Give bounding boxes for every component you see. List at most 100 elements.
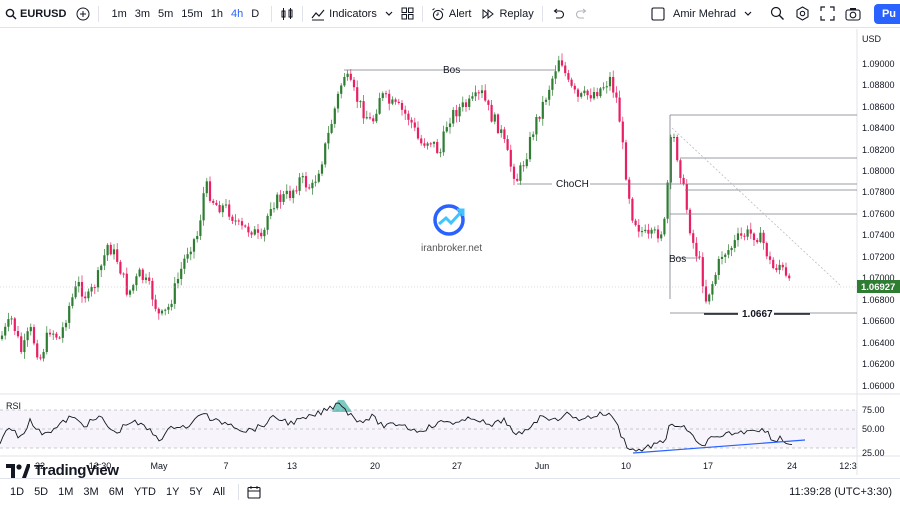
candle-body (503, 129, 506, 140)
candle-body (519, 165, 522, 181)
candle-body (327, 132, 330, 144)
chart-area[interactable]: USD 1.09000 1.08800 1.08600 1.08400 1.08200 1… (0, 29, 900, 479)
candle-body (592, 92, 596, 99)
candle-body (778, 264, 781, 270)
snapshot-button[interactable] (840, 0, 866, 28)
candle-body (756, 240, 759, 243)
timeframe-4h[interactable]: 4h (230, 7, 244, 20)
candle-body (426, 143, 429, 146)
tradingview-logo[interactable]: TradingView (6, 462, 119, 479)
time-tick: 13 (287, 461, 297, 471)
replay-button[interactable]: Replay (476, 0, 538, 28)
candle-body (90, 287, 93, 292)
price-axis[interactable]: 1.09000 1.08800 1.08600 1.08400 1.08200 1.080… (862, 59, 895, 391)
candle-body (752, 233, 756, 241)
candle-body (122, 273, 125, 275)
timeframe-3m[interactable]: 3m (134, 7, 151, 20)
camera-icon (845, 7, 861, 21)
candle-body (336, 93, 340, 109)
price-tick: 1.06800 (862, 295, 895, 305)
compare-button[interactable] (71, 0, 95, 28)
search-icon (5, 8, 17, 20)
candle-body (765, 243, 768, 257)
range-all[interactable]: All (212, 486, 226, 498)
layout-account-button[interactable]: Amir Mehrad (646, 0, 757, 28)
chart-canvas[interactable]: USD 1.090001.088001.086001.084001.082001… (0, 29, 900, 475)
candle-body (55, 333, 58, 338)
candle-body (679, 160, 682, 178)
time-axis[interactable]: 22 12:30 May 7 13 20 27 Jun 10 17 24 12:3 (35, 461, 857, 471)
candle-body (455, 110, 458, 117)
range-1d[interactable]: 1D (10, 486, 25, 498)
candle-body (602, 87, 605, 89)
templates-button[interactable] (396, 0, 419, 28)
quick-search-button[interactable] (765, 0, 790, 28)
candle-body (247, 226, 250, 233)
candle-body (64, 322, 68, 328)
publish-button[interactable]: Pu (873, 4, 900, 24)
candle-body (266, 215, 269, 230)
plus-circle-icon (76, 7, 90, 21)
candle-body (71, 297, 74, 306)
candle-body (772, 259, 775, 269)
candle-body (132, 285, 135, 291)
range-ytd[interactable]: YTD (133, 486, 156, 498)
time-tick: Jun (535, 461, 550, 471)
goto-date-button[interactable] (247, 485, 261, 499)
candle-body (125, 273, 128, 295)
timezone-clock[interactable]: 11:39:28 (UTC+3:30) (789, 486, 892, 498)
candle-body (669, 137, 672, 183)
range-1y[interactable]: 1Y (165, 486, 180, 498)
candle-body (484, 90, 487, 101)
undo-button[interactable] (546, 0, 570, 28)
candle-body (244, 225, 247, 227)
candle-body (301, 176, 304, 178)
range-5d[interactable]: 5D (34, 486, 49, 498)
range-6m[interactable]: 6M (108, 486, 124, 498)
indicators-button[interactable]: Indicators (306, 0, 382, 28)
candle-body (541, 101, 544, 119)
rsi-tick: 75.00 (862, 405, 885, 415)
candle-body (490, 104, 493, 122)
candle-body (61, 327, 64, 338)
candle-body (160, 310, 164, 314)
candle-body (218, 204, 221, 213)
candle-body (557, 60, 560, 72)
range-1m[interactable]: 1M (58, 486, 74, 498)
candle-body (288, 190, 292, 199)
candle-body (464, 102, 468, 107)
candle-body (407, 113, 410, 120)
candle-body (535, 116, 538, 135)
candle-body (580, 93, 583, 97)
symbol-search[interactable]: EURUSD (0, 0, 71, 28)
timeframe-1m[interactable]: 1m (111, 7, 127, 20)
range-3m[interactable]: 3M (83, 486, 99, 498)
candle-body (224, 204, 228, 206)
alert-button[interactable]: Alert (426, 0, 477, 28)
timeframe-15m[interactable]: 15m (181, 7, 203, 20)
candle-body (730, 247, 733, 251)
timeframe-D[interactable]: D (251, 7, 260, 20)
candle-body (573, 85, 576, 90)
redo-button[interactable] (570, 0, 594, 28)
candle-body (253, 229, 256, 235)
choch-bg (552, 177, 590, 190)
chart-type-button[interactable] (275, 0, 299, 28)
candle-body (749, 229, 752, 234)
candle-body (45, 332, 48, 353)
settings-button[interactable] (790, 0, 815, 28)
candle-body (228, 204, 231, 217)
candle-body (436, 141, 439, 153)
fullscreen-button[interactable] (815, 0, 840, 28)
timeframe-1h[interactable]: 1h (210, 7, 223, 20)
layouts-button[interactable] (382, 0, 396, 28)
candle-body (567, 73, 570, 80)
undo-icon (551, 8, 565, 20)
timeframe-5m[interactable]: 5m (158, 7, 174, 20)
price-tick: 1.08400 (862, 123, 895, 133)
checkbox-icon (651, 6, 665, 21)
range-5y[interactable]: 5Y (189, 486, 203, 498)
candle-body (356, 87, 359, 102)
candle-body (724, 254, 727, 257)
candle-body (548, 89, 551, 100)
